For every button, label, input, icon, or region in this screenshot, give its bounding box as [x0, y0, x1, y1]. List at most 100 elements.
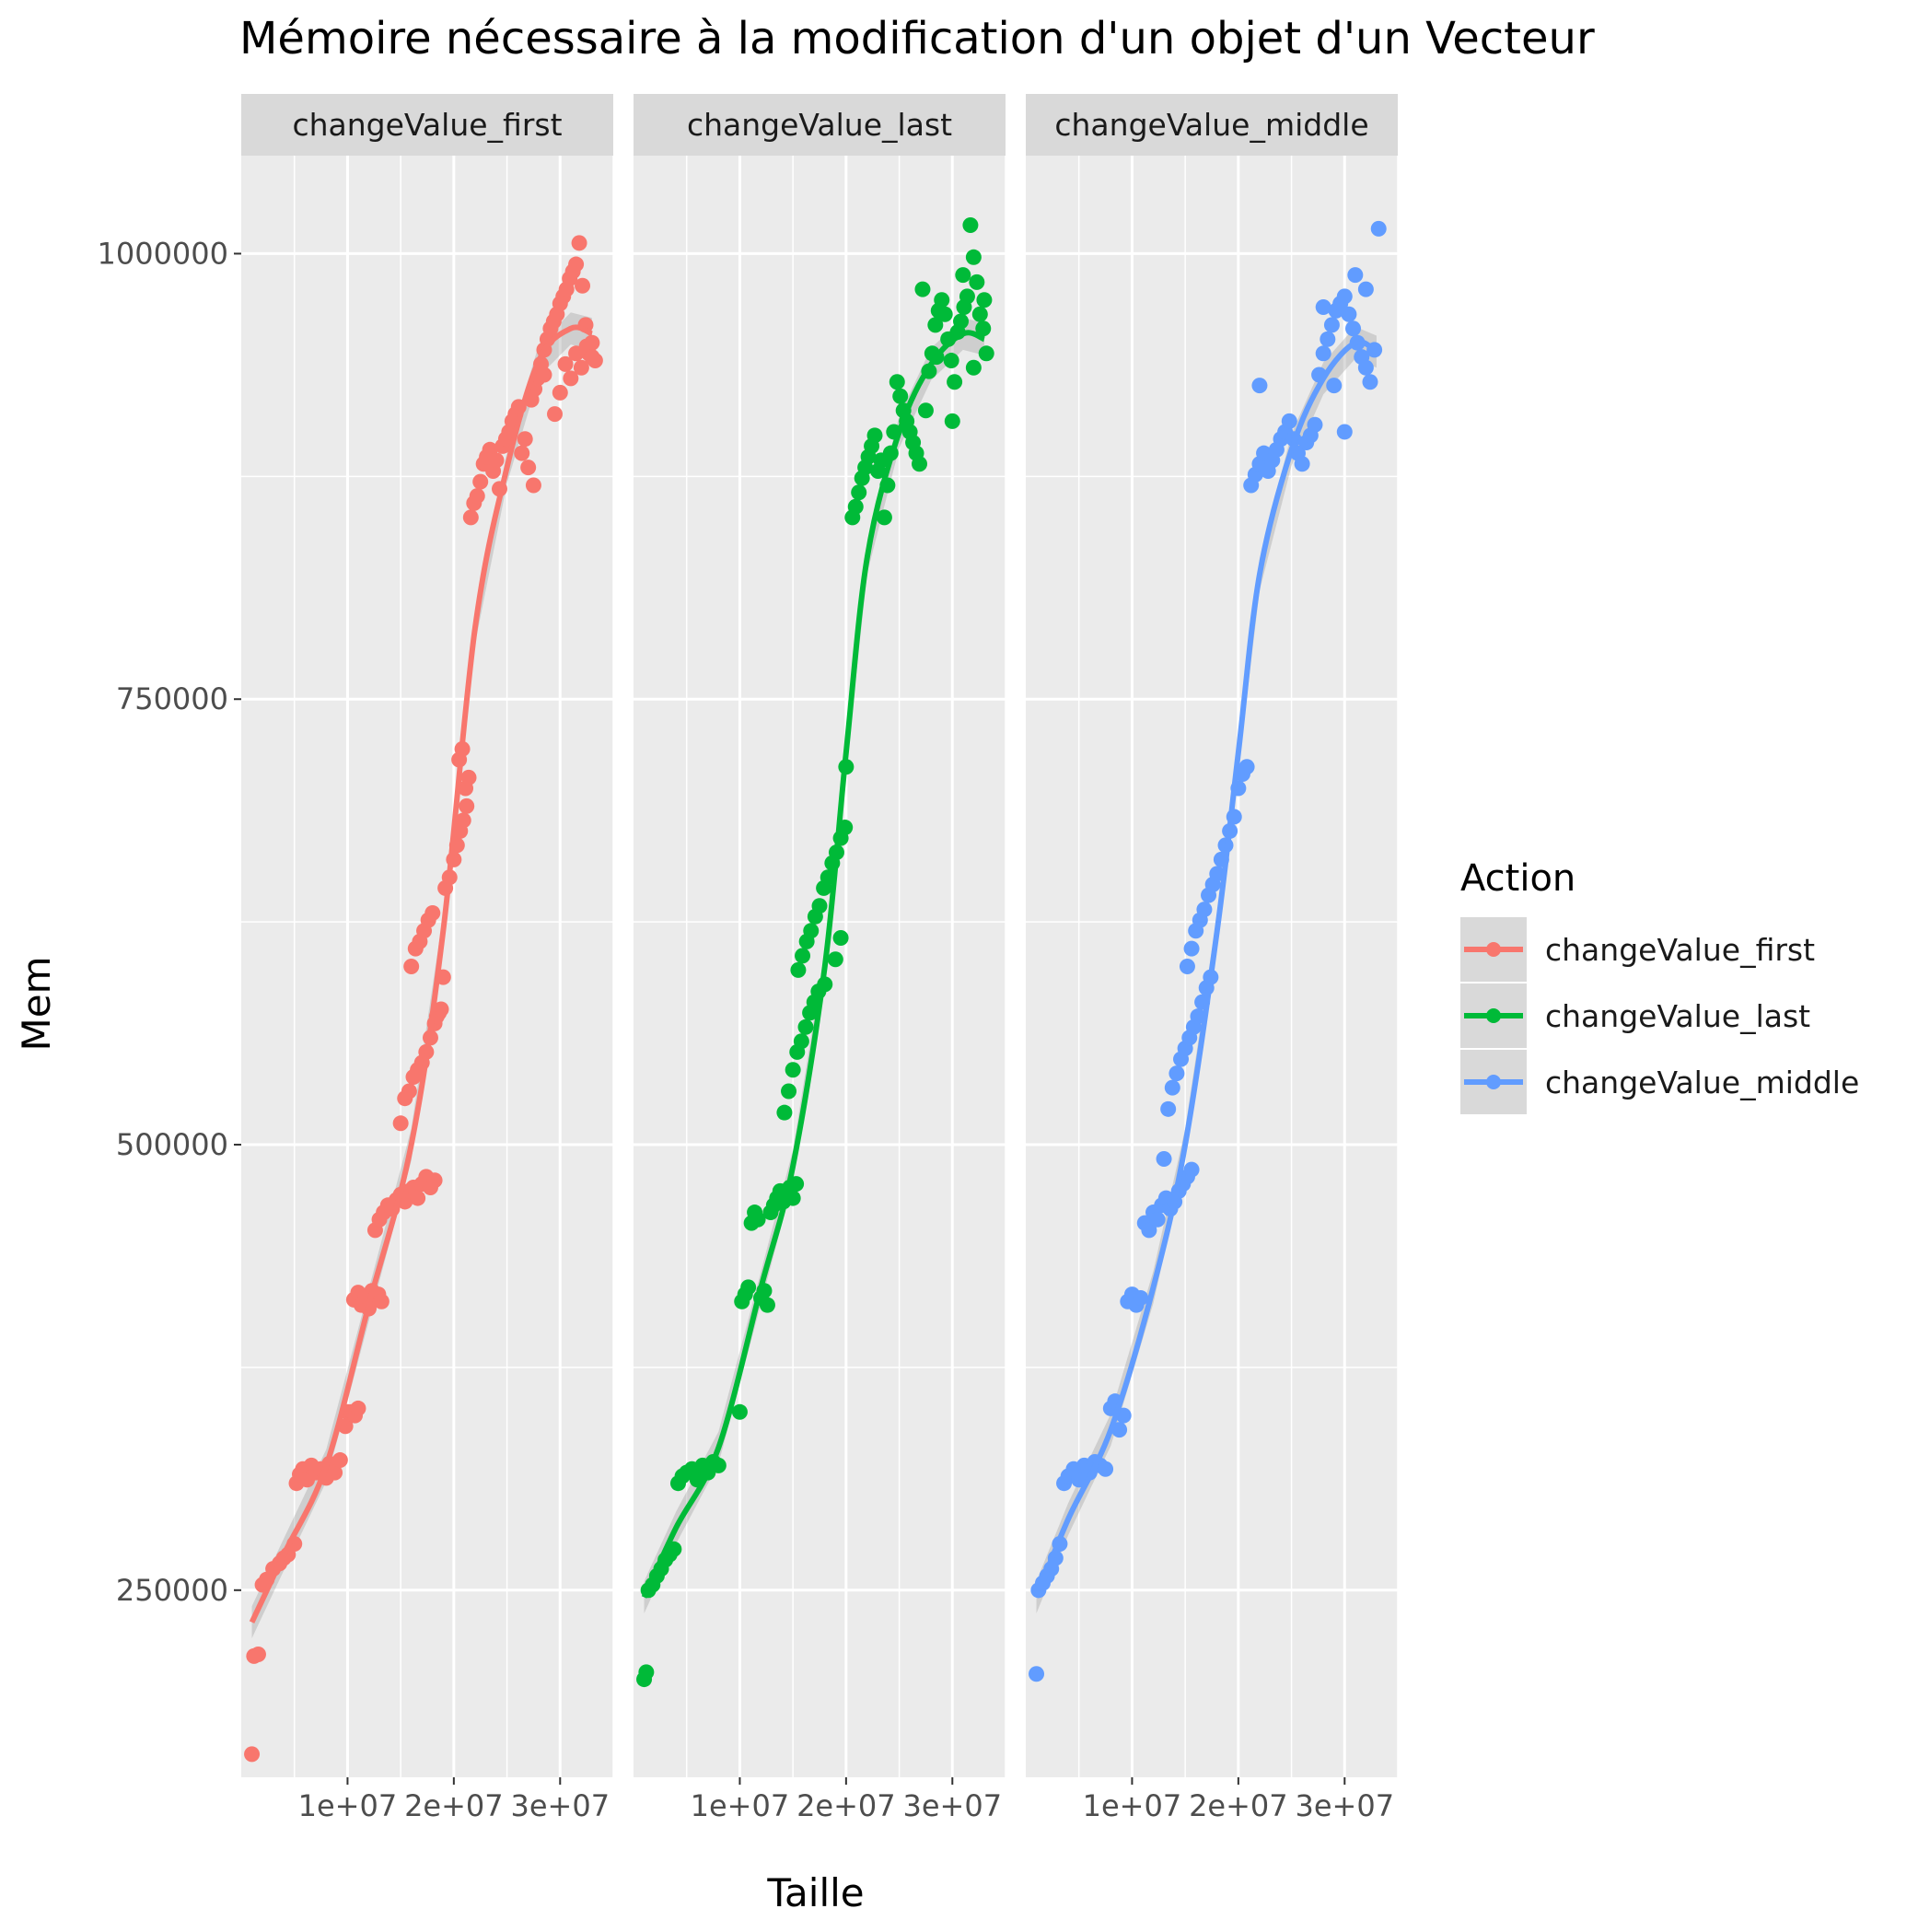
- data-point: [978, 345, 994, 362]
- data-point: [488, 452, 505, 469]
- x-tick-label: 2e+07: [404, 1788, 504, 1823]
- data-point: [965, 249, 982, 265]
- data-point: [1336, 288, 1353, 305]
- data-point: [943, 353, 959, 369]
- data-point: [803, 923, 820, 939]
- y-tick-label: 750000: [116, 681, 228, 716]
- data-point: [426, 1172, 443, 1189]
- data-point: [403, 959, 420, 974]
- x-tick-label: 1e+07: [1083, 1788, 1182, 1823]
- data-point: [401, 1083, 417, 1100]
- x-tick-label: 1e+07: [298, 1788, 398, 1823]
- data-point: [790, 961, 807, 978]
- data-point: [785, 1062, 801, 1078]
- x-tick-label: 3e+07: [510, 1788, 610, 1823]
- facet-strip: [1026, 94, 1398, 156]
- data-point: [876, 509, 892, 526]
- data-point: [953, 313, 970, 330]
- facet-strip-label: changeValue_last: [687, 107, 952, 143]
- data-point: [373, 1293, 389, 1309]
- data-point: [1362, 374, 1378, 390]
- data-point: [1341, 306, 1357, 322]
- data-point: [1164, 1079, 1180, 1096]
- data-point: [1347, 267, 1364, 284]
- data-point: [536, 367, 552, 383]
- data-point: [827, 951, 843, 968]
- data-point: [832, 930, 849, 947]
- data-point: [459, 797, 475, 814]
- data-point: [959, 288, 975, 305]
- data-point: [520, 460, 537, 476]
- data-point: [795, 948, 811, 964]
- facet-panel-changeValue_middle: changeValue_middle 1e+07 2e+07 3e+07: [1026, 94, 1399, 1823]
- data-point: [517, 431, 533, 448]
- data-point: [1160, 1100, 1177, 1117]
- data-point: [573, 359, 589, 376]
- data-point: [327, 1464, 343, 1481]
- data-point: [638, 1664, 655, 1681]
- legend-label-last: changeValue_last: [1545, 998, 1810, 1034]
- data-point: [1196, 902, 1213, 918]
- data-point: [793, 1033, 809, 1050]
- data-point: [460, 769, 477, 786]
- legend-point-first: [1486, 942, 1501, 957]
- data-point: [584, 349, 600, 366]
- data-point: [975, 320, 992, 337]
- data-point: [472, 473, 489, 490]
- data-point: [1149, 1211, 1166, 1228]
- data-point: [424, 904, 441, 921]
- fit-line: [249, 324, 594, 1624]
- data-point: [1251, 378, 1268, 394]
- legend: Action changeValue_first changeValue_las…: [1460, 857, 1859, 1114]
- data-point: [1320, 331, 1336, 347]
- facet-strip-label: changeValue_first: [292, 107, 562, 143]
- data-point: [392, 1115, 409, 1132]
- x-tick-label: 2e+07: [796, 1788, 896, 1823]
- data-point: [1323, 317, 1340, 333]
- data-point: [557, 355, 574, 372]
- legend-label-first: changeValue_first: [1545, 932, 1815, 968]
- data-point: [552, 384, 568, 401]
- panel-background: [241, 156, 613, 1777]
- data-point: [433, 1001, 449, 1018]
- data-point: [575, 277, 591, 294]
- x-axis-label: Taille: [766, 1870, 864, 1915]
- legend-title: Action: [1460, 857, 1575, 900]
- data-point: [934, 292, 950, 308]
- data-point: [568, 256, 585, 273]
- x-tick-label: 3e+07: [1295, 1788, 1394, 1823]
- panel-background: [634, 156, 1006, 1777]
- data-point: [976, 292, 993, 308]
- data-point: [1168, 1065, 1185, 1082]
- data-point: [1029, 1666, 1045, 1682]
- data-point: [1111, 1422, 1128, 1438]
- data-point: [781, 1083, 797, 1100]
- data-point: [750, 1211, 766, 1228]
- x-tick-label: 2e+07: [1189, 1788, 1288, 1823]
- data-point: [1281, 413, 1297, 429]
- data-point: [944, 413, 960, 429]
- data-point: [740, 1279, 757, 1296]
- data-point: [971, 306, 988, 322]
- data-point: [410, 1190, 426, 1206]
- facet-panel-changeValue_last: changeValue_last 1e+07 2e+07 3e+07: [634, 94, 1006, 1823]
- data-point: [1183, 1161, 1200, 1178]
- y-axis-label: Mem: [14, 957, 59, 1052]
- fit-line: [1033, 339, 1378, 1599]
- data-point: [469, 488, 485, 505]
- data-point: [892, 388, 909, 404]
- data-point: [331, 1452, 348, 1469]
- data-point: [1133, 1289, 1149, 1306]
- data-point: [244, 1746, 261, 1763]
- data-point: [563, 370, 579, 387]
- facet-panel-changeValue_first: changeValue_first 1e+07 2e+07 3e+07: [241, 94, 614, 1823]
- facet-strip: [241, 94, 613, 156]
- data-point: [350, 1400, 366, 1416]
- data-point: [462, 509, 479, 526]
- y-tick-label: 250000: [116, 1573, 228, 1608]
- data-point: [847, 498, 864, 515]
- data-point: [1326, 378, 1343, 394]
- data-point: [965, 359, 982, 376]
